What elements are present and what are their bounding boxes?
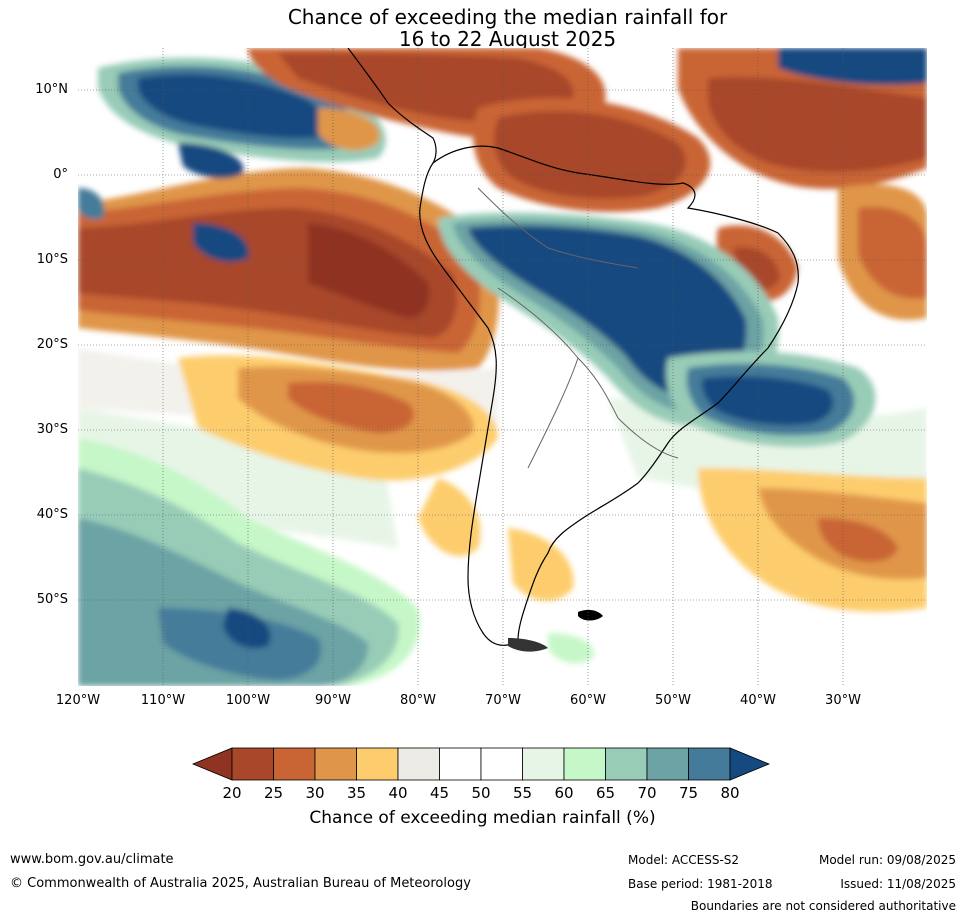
colorbar-segment	[522, 747, 565, 781]
colorbar-tick-label: 45	[429, 784, 450, 802]
central-america-coastline	[347, 48, 437, 164]
lon-label: 120°W	[55, 693, 101, 708]
colorbar-segment	[439, 747, 482, 781]
model-name: Model: ACCESS-S2	[628, 853, 740, 867]
colorbar-tick-label: 40	[388, 784, 408, 802]
colorbar-segment	[480, 747, 523, 781]
tierra-del-fuego	[508, 638, 548, 652]
colorbar	[191, 747, 771, 781]
country-borders	[477, 187, 679, 469]
lat-label: 10°N	[35, 82, 68, 97]
colorbar-tick-label: 65	[595, 784, 616, 802]
south-america-coastline	[419, 145, 799, 646]
colorbar-tick-label: 70	[637, 784, 657, 802]
lon-label: 100°W	[225, 693, 271, 708]
graticule	[78, 48, 927, 686]
map-title-line-1: Chance of exceeding the median rainfall …	[287, 5, 728, 29]
colorbar-over-arrow	[729, 747, 771, 781]
model-run-date: Model run: 09/08/2025	[818, 853, 956, 867]
rainfall-map	[78, 48, 927, 686]
colorbar-label: Chance of exceeding median rainfall (%)	[309, 808, 656, 828]
colorbar-segment	[605, 747, 648, 781]
colorbar-tick-label: 25	[263, 784, 284, 802]
lon-label: 90°W	[315, 693, 351, 708]
colorbar-segment	[356, 747, 399, 781]
issued-date: Issued: 11/08/2025	[840, 877, 956, 891]
lat-label: 30°S	[36, 422, 68, 437]
colorbar-segment	[231, 747, 274, 781]
colorbar-segment	[563, 747, 606, 781]
colorbar-tick-label: 80	[720, 784, 740, 802]
falkland-islands	[578, 609, 603, 621]
website-url: www.bom.gov.au/climate	[10, 852, 174, 867]
colorbar-tick-label: 20	[222, 784, 242, 802]
lat-label: 50°S	[36, 592, 68, 607]
colorbar-segment	[314, 747, 357, 781]
colorbar-segment	[688, 747, 731, 781]
colorbar-tick-label: 75	[678, 784, 699, 802]
colorbar-tick-label: 55	[512, 784, 533, 802]
lon-label: 30°W	[825, 693, 861, 708]
base-period: Base period: 1981-2018	[628, 877, 773, 891]
copyright-text: © Commonwealth of Australia 2025, Austra…	[10, 876, 471, 891]
colorbar-segment	[273, 747, 316, 781]
colorbar-tick-label: 50	[471, 784, 491, 802]
lat-label: 0°	[53, 167, 68, 182]
lon-label: 60°W	[570, 693, 606, 708]
colorbar-tick-label: 35	[346, 784, 367, 802]
colorbar-segment	[397, 747, 440, 781]
map-title-line-2: 16 to 22 August 2025	[398, 27, 617, 51]
colorbar-tick-label: 30	[305, 784, 325, 802]
lon-label: 110°W	[140, 693, 186, 708]
lon-label: 70°W	[485, 693, 521, 708]
lon-label: 40°W	[740, 693, 776, 708]
lon-label: 50°W	[655, 693, 691, 708]
colorbar-tick-label: 60	[554, 784, 574, 802]
boundaries-disclaimer: Boundaries are not considered authoritat…	[690, 899, 956, 913]
colorbar-segment	[646, 747, 689, 781]
lat-label: 10°S	[36, 252, 68, 267]
lon-label: 80°W	[400, 693, 436, 708]
lat-label: 40°S	[36, 507, 68, 522]
colorbar-under-arrow	[191, 747, 233, 781]
lat-label: 20°S	[36, 337, 68, 352]
